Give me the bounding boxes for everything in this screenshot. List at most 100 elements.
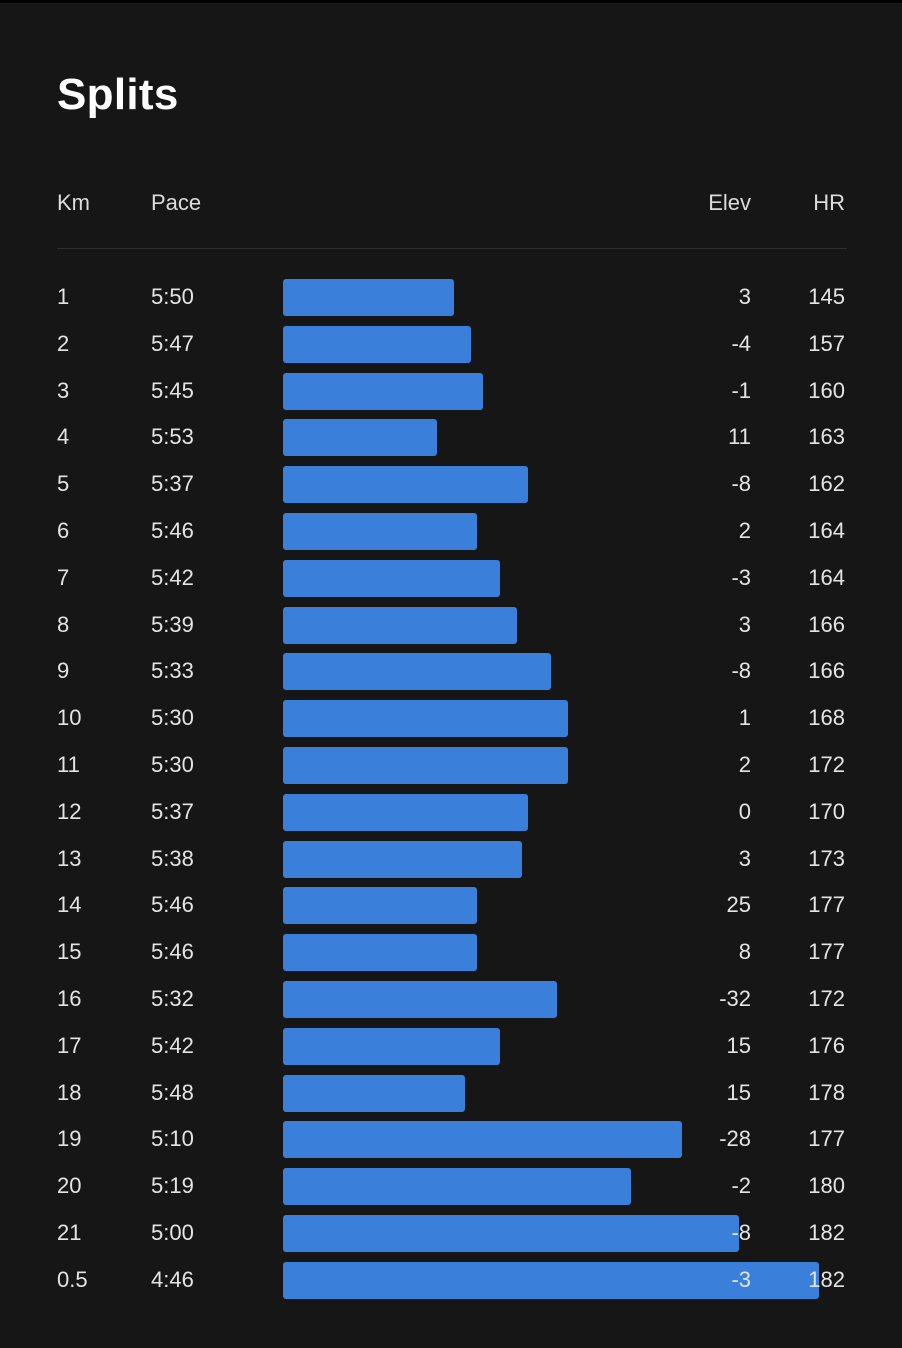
split-elev: 15 <box>726 1079 751 1105</box>
split-elev: -8 <box>731 471 751 497</box>
split-elev: -4 <box>731 330 751 356</box>
split-hr: 176 <box>808 1032 845 1058</box>
split-hr: 164 <box>808 517 845 543</box>
split-hr: 182 <box>808 1266 845 1292</box>
split-elev: -32 <box>719 985 751 1011</box>
split-row: 6 5:46 2 164 <box>0 508 902 555</box>
split-elev: 3 <box>738 284 751 309</box>
pace-bar <box>283 512 477 550</box>
pace-bar <box>283 606 517 644</box>
split-pace: 5:47 <box>151 330 194 356</box>
split-elev: 3 <box>738 845 751 871</box>
split-pace: 5:33 <box>151 658 194 684</box>
split-hr: 172 <box>808 751 845 777</box>
split-row: 4 5:53 11 163 <box>0 414 902 461</box>
pace-bar <box>283 1074 466 1112</box>
split-elev: -3 <box>731 564 751 590</box>
pace-bar <box>283 700 568 738</box>
split-pace: 5:46 <box>151 939 194 965</box>
split-pace: 5:30 <box>151 705 194 731</box>
split-km: 21 <box>57 1219 82 1245</box>
split-row: 3 5:45 -1 160 <box>0 368 902 415</box>
split-row: 19 5:10 -28 177 <box>0 1116 902 1163</box>
split-pace: 5:53 <box>151 424 194 450</box>
split-elev: 15 <box>726 1032 751 1058</box>
split-elev: 25 <box>726 892 751 918</box>
pace-bar <box>283 559 500 597</box>
split-row: 18 5:48 15 178 <box>0 1070 902 1117</box>
split-row: 12 5:37 0 170 <box>0 789 902 836</box>
pace-bar <box>283 934 477 972</box>
split-row: 10 5:30 1 168 <box>0 695 902 742</box>
split-elev: 3 <box>738 611 751 637</box>
split-hr: 164 <box>808 564 845 590</box>
split-hr: 172 <box>808 985 845 1011</box>
split-hr: 157 <box>808 330 845 356</box>
split-hr: 177 <box>808 1126 845 1152</box>
split-pace: 5:50 <box>151 284 194 309</box>
split-hr: 182 <box>808 1219 845 1245</box>
column-header-hr: HR <box>813 190 845 215</box>
pace-bar <box>283 746 568 784</box>
split-hr: 166 <box>808 611 845 637</box>
split-hr: 170 <box>808 798 845 824</box>
split-km: 13 <box>57 845 82 871</box>
split-km: 18 <box>57 1079 82 1105</box>
split-pace: 5:37 <box>151 798 194 824</box>
split-pace: 5:46 <box>151 892 194 918</box>
pace-bar <box>283 653 551 691</box>
pace-bar <box>283 1027 500 1065</box>
split-km: 17 <box>57 1032 82 1058</box>
split-pace: 5:37 <box>151 471 194 497</box>
split-elev: -28 <box>719 1126 751 1152</box>
split-elev: -3 <box>731 1266 751 1292</box>
split-elev: -2 <box>731 1173 751 1199</box>
split-row: 16 5:32 -32 172 <box>0 976 902 1023</box>
split-pace: 5:30 <box>151 751 194 777</box>
split-km: 16 <box>57 985 82 1011</box>
split-km: 4 <box>57 424 70 450</box>
column-header-elev: Elev <box>708 190 751 215</box>
split-hr: 162 <box>808 471 845 497</box>
pace-bar <box>283 1121 682 1159</box>
split-elev: -8 <box>731 1219 751 1245</box>
split-km: 14 <box>57 892 82 918</box>
pace-bar <box>283 1214 739 1252</box>
split-elev: 1 <box>738 705 751 731</box>
pace-bar <box>283 325 472 363</box>
page-title: Splits <box>57 70 179 119</box>
split-km: 8 <box>57 611 70 637</box>
split-row: 20 5:19 -2 180 <box>0 1163 902 1210</box>
pace-bar <box>283 1261 819 1299</box>
split-km: 0.5 <box>57 1266 88 1292</box>
split-row: 1 5:50 3 145 <box>0 274 902 321</box>
top-edge <box>0 0 902 3</box>
split-pace: 5:00 <box>151 1219 194 1245</box>
split-hr: 178 <box>808 1079 845 1105</box>
split-pace: 4:46 <box>151 1266 194 1292</box>
split-km: 20 <box>57 1173 82 1199</box>
split-hr: 166 <box>808 658 845 684</box>
split-elev: 0 <box>738 798 751 824</box>
split-km: 10 <box>57 705 82 731</box>
column-header-km: Km <box>57 190 90 215</box>
split-pace: 5:42 <box>151 1032 194 1058</box>
split-pace: 5:19 <box>151 1173 194 1199</box>
split-row: 17 5:42 15 176 <box>0 1023 902 1070</box>
split-elev: 2 <box>738 517 751 543</box>
split-elev: 8 <box>738 939 751 965</box>
split-pace: 5:39 <box>151 611 194 637</box>
split-hr: 160 <box>808 377 845 403</box>
split-row: 2 5:47 -4 157 <box>0 321 902 368</box>
split-pace: 5:32 <box>151 985 194 1011</box>
split-km: 11 <box>57 751 80 777</box>
split-km: 19 <box>57 1126 82 1152</box>
split-km: 7 <box>57 564 70 590</box>
split-row: 21 5:00 -8 182 <box>0 1210 902 1257</box>
split-elev: -1 <box>731 377 751 403</box>
pace-bar <box>283 372 483 410</box>
split-pace: 5:10 <box>151 1126 194 1152</box>
pace-bar <box>283 840 523 878</box>
split-row: 5 5:37 -8 162 <box>0 461 902 508</box>
pace-bar <box>283 980 557 1018</box>
